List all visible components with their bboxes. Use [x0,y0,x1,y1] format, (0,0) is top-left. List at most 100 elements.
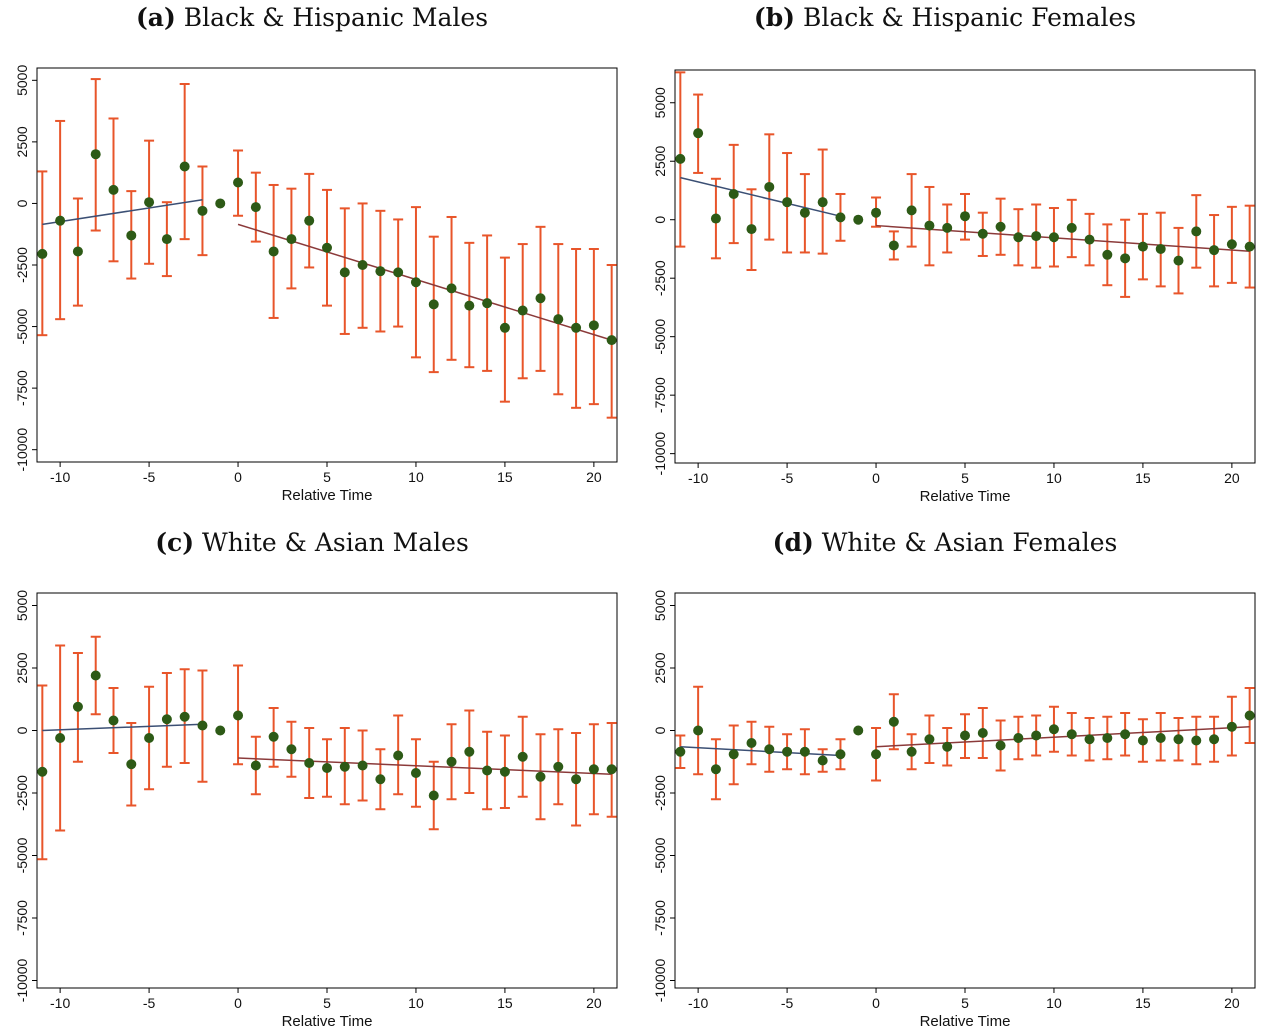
data-point [304,758,315,768]
chart-c: -10 -5 0 5 10 15 20 5000 2500 0 -2500 -5000 -7500 -10… [14,590,618,1030]
data-point [1048,724,1059,735]
y-tick-label: 5000 [652,87,668,118]
data-point [446,283,457,294]
data-point [286,744,297,755]
x-tick-label: 20 [1224,995,1240,1011]
data-point [517,751,528,762]
data-point [1191,226,1202,237]
data-point [304,215,315,226]
data-point [1031,730,1042,741]
data-point [1066,729,1077,740]
data-point [144,733,155,743]
data-point [746,224,757,235]
data-point [728,188,739,199]
data-point [782,746,793,757]
panel-title-text: Black & Hispanic Females [802,3,1137,32]
data-point [339,761,350,772]
y-tick-label: -7500 [14,370,30,406]
data-point [871,207,882,218]
x-tick-label: 10 [408,995,424,1011]
data-point [286,234,297,245]
data-point [268,246,279,257]
data-point [499,322,510,333]
pre-trend-line [42,199,203,226]
data-point [1137,735,1148,746]
data-point [482,765,493,776]
data-point [1191,735,1202,746]
pre-trend-line [42,723,203,732]
data-point [571,774,582,785]
x-axis-title: Relative Time [282,1013,373,1030]
data-point [322,763,332,773]
data-point [428,299,439,310]
data-point [90,670,101,681]
data-point [1013,733,1024,743]
panel-title-text: Black & Hispanic Males [183,3,489,32]
data-point [906,746,917,757]
data-point [571,322,582,333]
data-point [1066,222,1077,233]
data-point [995,221,1006,232]
data-point [1209,734,1220,745]
data-point [72,701,83,712]
data-point [553,314,564,325]
panel-label: (a) [135,3,176,32]
data-point [710,764,721,775]
y-tick-label: 2500 [652,145,668,176]
data-point [428,790,439,801]
data-point [250,760,261,771]
data-point [1013,232,1024,243]
y-tick-label: 0 [652,726,668,734]
data-point [250,202,261,213]
data-point [1102,733,1113,743]
x-tick-label: 10 [1046,470,1062,486]
data-point [393,750,404,761]
data-point [764,744,775,755]
x-tick-label: 20 [1224,470,1240,486]
data-point [960,730,970,741]
panel-c: (c) White & Asian Males -10 -5 0 5 10 15 20 500… [0,524,632,1036]
x-tick-label: 15 [497,469,513,485]
x-tick-label: -5 [781,470,794,486]
data-point [517,305,528,316]
x-tick-label: 10 [408,469,424,485]
data-point [1226,721,1237,732]
data-point [553,761,564,772]
panel-title: (c) White & Asian Males [0,528,632,557]
x-tick-label: 0 [872,995,880,1011]
data-point [90,149,101,160]
x-tick-label: 20 [586,469,602,485]
y-tick-label: -2500 [14,775,30,811]
post-trend-line [238,757,612,775]
data-point [888,716,899,727]
data-point [72,246,83,257]
panel-title: (b) Black & Hispanic Females [625,3,1265,32]
data-point [215,725,226,736]
data-point [55,733,66,743]
x-tick-label: 0 [234,469,242,485]
y-tick-label: 5000 [14,590,30,621]
x-tick-label: 15 [497,995,513,1011]
pre-trend-line [680,746,841,757]
data-point [977,228,988,239]
post-trend-line [876,726,1250,748]
data-point [357,760,368,771]
y-tick-label: 0 [14,199,30,207]
data-point [464,746,475,757]
y-tick-label: -5000 [14,837,30,873]
y-tick-label: -5000 [652,319,668,355]
x-tick-label: 0 [234,995,242,1011]
data-point [817,755,828,766]
x-axis-title: Relative Time [920,488,1011,505]
plot-area [674,69,1256,464]
data-point [339,267,350,278]
data-point [1102,249,1113,260]
data-point [853,725,864,736]
panel-label: (c) [155,528,195,557]
y-tick-label: -10000 [652,958,668,1002]
data-point [535,771,546,782]
data-point [1137,241,1148,252]
data-point [108,184,119,195]
data-point [375,774,386,785]
data-point [675,153,686,164]
